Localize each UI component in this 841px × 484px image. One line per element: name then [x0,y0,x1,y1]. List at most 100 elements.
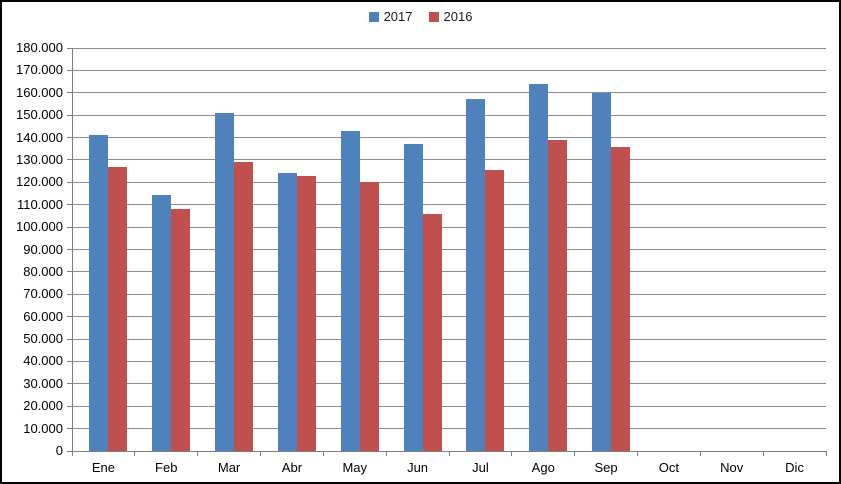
x-tick [448,451,450,456]
x-axis-label-sep: Sep [594,460,618,475]
y-tick [67,69,72,71]
x-tick [762,451,764,456]
bar-2016-ene [108,166,128,451]
gridline-10.000 [72,428,826,430]
gridline-110.000 [72,204,826,206]
x-tick [699,451,701,456]
bar-2017-may [340,130,360,451]
gridline-40.000 [72,360,826,362]
legend-item-2016: 2016 [428,9,473,24]
bar-2016-sep [611,146,631,451]
y-tick [67,159,72,161]
y-axis-label: 180.000 [16,40,63,55]
gridline-180.000 [72,47,826,49]
y-axis-label: 40.000 [23,353,63,369]
y-axis-label: 130.000 [16,151,63,167]
y-tick [67,226,72,228]
y-tick [67,338,72,340]
y-tick [67,405,72,407]
x-axis-label-dic: Dic [785,460,804,475]
gridline-120.000 [72,181,826,183]
bar-2016-ago [548,139,568,451]
bar-2016-may [359,182,379,451]
legend-swatch-2017 [368,11,379,22]
y-axis-line [72,48,73,451]
bar-2017-abr [277,173,297,451]
legend-label-2017: 2017 [383,9,413,24]
bar-2016-jun [422,213,442,451]
y-axis-label: 0 [55,443,63,458]
gridline-20.000 [72,405,826,407]
gridline-30.000 [72,383,826,385]
legend-swatch-2016 [428,11,439,22]
gridline-100.000 [72,226,826,228]
gridline-130.000 [72,159,826,161]
x-tick [574,451,576,456]
x-axis-label-feb: Feb [155,460,178,475]
y-axis-label: 70.000 [23,286,63,302]
y-tick [67,428,72,430]
bar-2017-jun [403,144,423,451]
gridline-140.000 [72,137,826,139]
gridline-90.000 [72,249,826,250]
bar-2017-sep [592,92,612,451]
bar-2016-abr [296,175,316,451]
bar-2016-mar [234,162,254,451]
bar-2017-jul [466,99,486,451]
y-tick [67,293,72,295]
y-tick [67,450,72,452]
bar-2017-mar [215,112,235,451]
y-tick [67,271,72,273]
bar-2017-ago [529,83,549,451]
y-tick [67,114,72,116]
x-axis-label-mar: Mar [217,460,241,475]
x-tick [197,451,199,456]
chart-legend: 2017 2016 [2,9,839,24]
x-tick [260,451,261,456]
y-axis-label: 20.000 [23,398,63,414]
y-tick [67,47,72,49]
bar-2016-feb [171,209,191,451]
gridline-50.000 [72,338,826,340]
y-axis-label: 140.000 [16,129,63,145]
y-axis-label: 30.000 [23,375,63,391]
x-axis-label-jul: Jul [472,460,489,475]
y-axis-label: 160.000 [16,84,63,100]
y-axis-label: 10.000 [23,420,63,436]
y-tick [67,137,72,139]
y-axis-label: 150.000 [16,107,63,123]
y-axis-label: 50.000 [23,331,63,347]
legend-label-2016: 2016 [443,9,473,24]
y-axis-label: 100.000 [16,219,63,235]
legend-item-2017: 2017 [368,9,413,24]
y-tick [67,360,72,362]
bar-2016-jul [485,170,505,451]
y-tick [67,316,72,318]
x-tick [71,451,73,456]
x-tick [134,451,136,456]
gridline-80.000 [72,271,826,273]
y-axis-label: 90.000 [23,241,63,257]
x-axis-label-abr: Abr [281,460,303,475]
x-axis-label-jun: Jun [407,460,429,475]
x-tick [322,451,324,456]
y-tick [67,204,72,206]
x-tick [511,451,513,456]
y-tick [67,383,72,385]
y-tick [67,92,72,94]
gridline-160.000 [72,92,826,94]
y-axis-label: 80.000 [23,263,63,279]
bar-2017-ene [89,135,109,451]
x-tick [637,451,638,456]
x-axis-label-may: May [342,460,368,475]
y-axis-label: 120.000 [16,174,63,190]
x-axis-label-nov: Nov [720,460,744,475]
x-axis-label-ene: Ene [91,460,115,475]
x-tick [385,451,387,456]
y-axis-label: 170.000 [16,62,63,78]
gridline-170.000 [72,69,826,71]
bar-2017-feb [152,194,172,451]
y-tick [67,181,72,183]
